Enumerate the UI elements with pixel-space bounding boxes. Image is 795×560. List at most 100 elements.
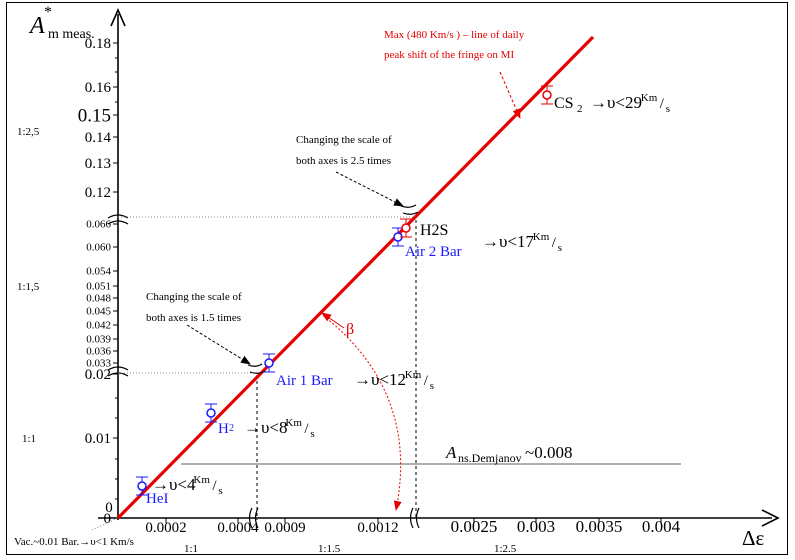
velocity-text: →υ<8 <box>244 418 288 437</box>
demjanov-label-value: ~0.008 <box>525 443 572 462</box>
beta-arrow-upper <box>321 312 345 329</box>
y-tick-label-0-15: 0.15 <box>78 105 111 126</box>
annotation-arrows <box>186 71 521 511</box>
cs2-sub: 2 <box>577 103 583 115</box>
max-line-arrow <box>499 71 521 119</box>
velocity-text: →υ<29 <box>590 93 642 112</box>
demjanov-label: A ns.Demjanov ~0.008 <box>445 443 572 465</box>
y-tick-label-0-036: 0.036 <box>86 346 111 358</box>
velocity-text: →υ<4 <box>152 475 196 494</box>
point-marker <box>206 408 216 418</box>
x-axis-label: Δε <box>742 526 765 550</box>
scale-label-x-25: 1:2.5 <box>494 543 517 555</box>
y-axis-arrowhead <box>110 8 126 27</box>
velocity-unit-slash: / <box>212 478 217 494</box>
point-h2s <box>400 218 412 238</box>
velocity-unit-den: s <box>218 485 222 497</box>
y-axis-label-sup: * <box>44 4 52 21</box>
demjanov-label-sub: ns.Demjanov <box>458 451 522 465</box>
point-label-h2s: H2S <box>420 222 448 239</box>
y-tick-label-0-045: 0.045 <box>86 306 111 318</box>
scale-arrow-15 <box>186 324 251 365</box>
annotation-texts: Max (480 Km/s ) – line of daily peak shi… <box>14 29 525 548</box>
point-marker <box>264 358 274 368</box>
axes <box>98 8 780 527</box>
line-break-15 <box>247 363 266 374</box>
velocity-unit-den: s <box>558 242 562 254</box>
x-tick-label-0: 0 <box>105 500 113 516</box>
y-tick-label-0-039: 0.039 <box>86 334 111 346</box>
vac-label: Vac.~0.01 Bar.→υ<1 Km/s <box>14 536 134 548</box>
scale-25-text-2: both axes is 2.5 times <box>296 155 391 167</box>
demjanov-label-main: A <box>445 443 457 462</box>
velocity-unit-slash: / <box>660 96 665 112</box>
line-break-25 <box>400 204 419 215</box>
x-ticks: 0 0.0002 0.0004 0.0009 0.0012 0.0025 0.003 0.00… <box>105 500 680 536</box>
chart-frame <box>6 2 788 555</box>
y-tick-label-0-13: 0.13 <box>85 156 111 172</box>
x-tick-label-0-004: 0.004 <box>642 517 681 536</box>
beta-label: β <box>346 321 354 338</box>
scale-label-x-15: 1:1.5 <box>318 543 341 555</box>
dashed-guides <box>256 220 417 520</box>
x-tick-label-0-0004: 0.0004 <box>217 520 259 536</box>
x-tick-label-0-0035: 0.0035 <box>576 517 623 536</box>
y-tick-label-0-054: 0.054 <box>86 266 111 278</box>
velocity-unit-num: Km <box>641 92 658 104</box>
velocity-unit-slash: / <box>304 421 309 437</box>
x-axis-breaks <box>248 507 420 529</box>
x-axis-arrowhead <box>761 509 780 527</box>
scale-label-y-1: 1:1 <box>22 433 36 445</box>
y-tick-label-0-02: 0.02 <box>85 367 111 383</box>
velocity-unit-num: Km <box>533 231 550 243</box>
y-axis-label-main: A <box>28 13 45 39</box>
velocity-unit-num: Km <box>285 417 302 429</box>
point-cs2 <box>541 85 553 105</box>
velocity-unit-num: Km <box>193 474 210 486</box>
velocity-unit-den: s <box>310 428 314 440</box>
y-ticks: 00.010.020.0330.0360.0390.0420.0450.0480… <box>78 36 118 527</box>
velocity-unit-slash: / <box>552 235 557 251</box>
scale-25-text-1: Changing the scale of <box>296 134 392 146</box>
velocity-unit-num: Km <box>405 369 422 381</box>
scale-label-y-25: 1:2,5 <box>17 126 40 138</box>
y-break-upper <box>107 214 129 225</box>
scale-label-y-15: 1:1,5 <box>17 281 40 293</box>
y-tick-label-0: 0 <box>104 511 112 527</box>
point-hei <box>136 476 148 496</box>
y-tick-label-0-14: 0.14 <box>85 130 112 146</box>
scale-15-text-2: both axes is 1.5 times <box>146 312 241 324</box>
point-marker <box>137 481 147 491</box>
point-marker <box>542 90 552 100</box>
data-points <box>136 85 553 496</box>
scale-15-text-1: Changing the scale of <box>146 291 242 303</box>
point-label-hei: HeI <box>146 491 169 507</box>
velocity-text: →υ<12 <box>354 370 406 389</box>
velocity-label-4: →υ<4Km / s <box>152 474 223 497</box>
point-label-air-2-bar: Air 2 Bar <box>405 244 462 260</box>
y-tick-label-0-042: 0.042 <box>86 320 111 332</box>
x-tick-label-0-0009: 0.0009 <box>264 520 305 536</box>
y-tick-label-0-12: 0.12 <box>85 185 111 201</box>
x-tick-label-0-0012: 0.0012 <box>357 520 398 536</box>
dotted-guides <box>91 216 414 531</box>
velocity-unit-slash: / <box>424 373 429 389</box>
velocity-text: →υ<17 <box>482 232 535 251</box>
point-marker <box>401 223 411 233</box>
scale-labels-y: 1:2,5 1:1,5 1:1 <box>17 126 40 445</box>
y-tick-label-0-16: 0.16 <box>85 80 112 96</box>
velocity-unit-den: s <box>430 380 434 392</box>
y-tick-label-0-060: 0.060 <box>86 242 111 254</box>
point-air-1-bar <box>263 353 275 373</box>
velocity-label-8: →υ<8Km / s <box>244 417 315 440</box>
point-label-cs2: CS 2 <box>554 95 583 115</box>
h2-main: H <box>218 421 229 437</box>
cs2-main: CS <box>554 95 574 112</box>
beta-arc <box>319 312 402 511</box>
x-tick-label-0-0002: 0.0002 <box>145 520 186 536</box>
point-label-air-1-bar: Air 1 Bar <box>276 373 333 389</box>
